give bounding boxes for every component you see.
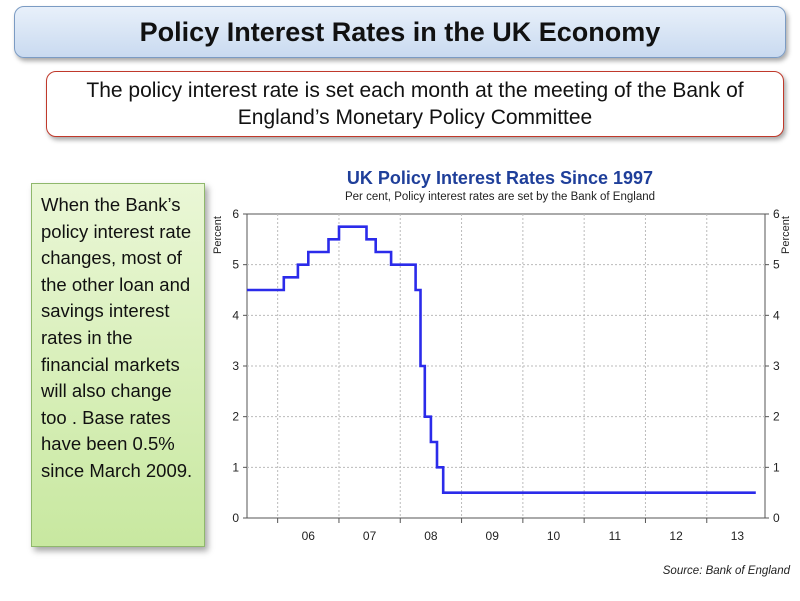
y-tick-label-right: 1 — [773, 460, 780, 474]
y-tick-label-right: 4 — [773, 308, 780, 322]
y-tick-label-right: 6 — [773, 207, 780, 221]
slide-subtitle: The policy interest rate is set each mon… — [86, 79, 744, 129]
y-axis-label-left: Percent — [212, 216, 224, 254]
x-tick-label: 09 — [486, 529, 500, 543]
y-tick-label-left: 0 — [232, 511, 239, 525]
x-tick-label: 08 — [424, 529, 438, 543]
plot-frame — [246, 213, 766, 519]
y-tick-label-right: 3 — [773, 359, 780, 373]
slide-title-box: Policy Interest Rates in the UK Economy — [14, 6, 786, 58]
side-note-box: When the Bank’s policy interest rate cha… — [31, 183, 205, 547]
y-tick-label-left: 6 — [232, 207, 239, 221]
y-tick-label-left: 4 — [232, 308, 239, 322]
slide-subtitle-box: The policy interest rate is set each mon… — [46, 71, 784, 137]
policy-rate-chart: UK Policy Interest Rates Since 1997 Per … — [212, 168, 792, 577]
x-tick-label: 06 — [302, 529, 316, 543]
y-axis-label-right: Percent — [780, 216, 792, 254]
y-tick-label-left: 1 — [232, 460, 239, 474]
y-tick-label-right: 2 — [773, 410, 780, 424]
y-tick-label-left: 2 — [232, 410, 239, 424]
y-tick-label-left: 5 — [232, 258, 239, 272]
chart-source: Source: Bank of England — [663, 565, 791, 577]
x-tick-label: 13 — [731, 529, 745, 543]
x-tick-label: 12 — [669, 529, 683, 543]
x-tick-label: 07 — [363, 529, 377, 543]
policy-rate-line — [247, 225, 756, 494]
x-tick-label: 11 — [609, 529, 622, 543]
side-note-text: When the Bank’s policy interest rate cha… — [41, 194, 193, 481]
y-tick-label-left: 3 — [232, 359, 239, 373]
y-tick-label-right: 5 — [773, 258, 780, 272]
x-tick-label: 10 — [547, 529, 561, 543]
slide-title: Policy Interest Rates in the UK Economy — [139, 16, 661, 47]
chart-plot-area: 0 01 12 23 34 45 56 606 07 08 09 10 11 12 13 — [232, 207, 780, 543]
chart-subtitle: Per cent, Policy interest rates are set … — [345, 191, 655, 203]
y-tick-label-right: 0 — [773, 511, 780, 525]
chart-title: UK Policy Interest Rates Since 1997 — [347, 168, 653, 188]
